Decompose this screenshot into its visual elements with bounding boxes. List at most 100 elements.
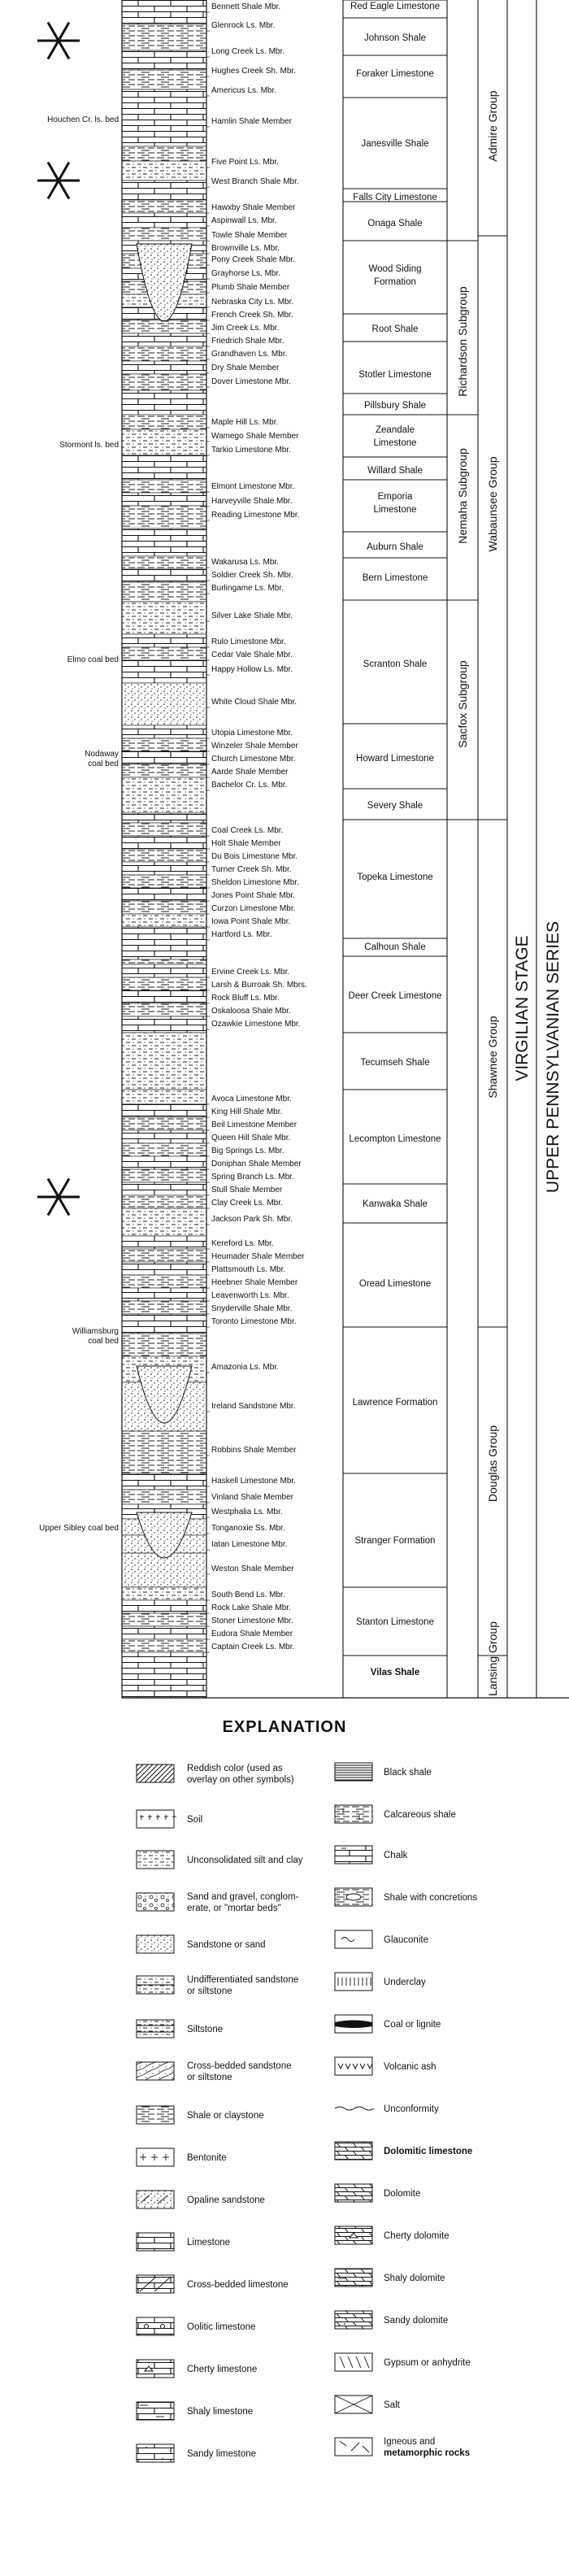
formation-name: Stanton Limestone bbox=[356, 1617, 434, 1627]
formation-name: Limestone bbox=[373, 438, 416, 448]
member-name: Glenrock Ls. Mbr. bbox=[211, 21, 275, 30]
member-name: Wamego Shale Member bbox=[211, 432, 299, 441]
lithology-band bbox=[121, 1333, 207, 1357]
legend-label: Cherty limestone bbox=[187, 2365, 257, 2374]
legend-item: Glauconite bbox=[334, 1930, 428, 1949]
member-name: Aarde Shale Member bbox=[211, 768, 289, 777]
legend-swatch bbox=[136, 1975, 175, 1995]
legend-label-line2: or siltstone bbox=[187, 2073, 232, 2082]
lithology-band bbox=[121, 1208, 207, 1237]
legend-item: Soil bbox=[136, 1809, 202, 1829]
member-name: Turner Creek Sh. Mbr. bbox=[211, 865, 292, 874]
legend-swatch bbox=[334, 2056, 373, 2076]
lithology-band bbox=[121, 724, 207, 739]
formation-name: Bern Limestone bbox=[363, 573, 428, 583]
legend-label: Shaly dolomite bbox=[384, 2274, 445, 2283]
lithology-band bbox=[121, 0, 207, 25]
legend-label: Siltstone bbox=[187, 2025, 223, 2034]
legend-label-line2: metamorphic rocks bbox=[384, 2448, 470, 2458]
member-name: Coal Creek Ls. Mbr. bbox=[211, 826, 283, 835]
subgroup-name: Sacfox Subgroup bbox=[456, 660, 469, 748]
legend-label: Sandy limestone bbox=[187, 2449, 256, 2459]
member-name: Long Creek Ls. Mbr. bbox=[211, 47, 284, 56]
member-name: Rock Bluff Ls. Mbr. bbox=[211, 994, 280, 1003]
member-name: West Branch Shale Mbr. bbox=[211, 177, 299, 186]
member-name: Dry Shale Member bbox=[211, 363, 280, 372]
lithology-band bbox=[121, 1625, 207, 1640]
legend-label: Volcanic ash bbox=[384, 2062, 437, 2072]
asterisk-marker bbox=[37, 161, 80, 200]
lithology-band bbox=[121, 751, 207, 765]
member-name: Bennett Shale Mbr. bbox=[211, 2, 280, 11]
lithologic-column bbox=[121, 0, 207, 1699]
member-name: White Cloud Shale Mbr. bbox=[211, 698, 297, 707]
legend-label: Limestone bbox=[187, 2238, 230, 2247]
member-name: Iatan Limestone Mbr. bbox=[211, 1540, 287, 1549]
legend-label: Unconsolidated silt and clay bbox=[187, 1856, 303, 1865]
legend-item: Dolomite bbox=[334, 2183, 420, 2203]
member-name: Stull Shale Member bbox=[211, 1186, 283, 1194]
lithology-band bbox=[121, 913, 207, 928]
lithology-band bbox=[121, 874, 207, 889]
member-name: Hughes Creek Sh. Mbr. bbox=[211, 67, 296, 76]
legend-item: Unconformity bbox=[334, 2104, 439, 2114]
legend-label: Shaly limestone bbox=[187, 2407, 253, 2417]
legend-label: Underclay bbox=[384, 1978, 426, 1987]
member-name: Church Limestone Mbr. bbox=[211, 755, 295, 764]
legend-label: Soil bbox=[187, 1815, 202, 1825]
legend-item: Cross-bedded limestone bbox=[136, 2274, 289, 2294]
formation-name: Foraker Limestone bbox=[356, 69, 434, 79]
legend-item: Limestone bbox=[136, 2232, 230, 2252]
legend-label: Black shale bbox=[384, 1768, 432, 1778]
member-name: Heumader Shale Member bbox=[211, 1252, 305, 1261]
bed-label: Upper Sibley coal bed bbox=[39, 1524, 119, 1533]
formation-name: Stotler Limestone bbox=[358, 370, 432, 380]
legend-label-line2: erate, or "mortar beds" bbox=[187, 1904, 281, 1913]
lithology-band bbox=[121, 1638, 207, 1653]
member-name: Grandhaven Ls. Mbr. bbox=[211, 350, 287, 359]
lithology-band bbox=[121, 977, 207, 991]
legend-label: Calcareous shale bbox=[384, 1810, 456, 1820]
series-label: UPPER PENNSYLVANIAN SERIES bbox=[544, 921, 562, 1193]
lithology-band bbox=[121, 1003, 207, 1017]
member-name: Harveyville Shale Mbr. bbox=[211, 497, 292, 506]
member-name: Haskell Limestone Mbr. bbox=[211, 1477, 296, 1486]
lithology-band bbox=[121, 24, 207, 51]
member-name: Avoca Limestone Mbr. bbox=[211, 1094, 292, 1103]
legend-swatch bbox=[334, 2268, 373, 2287]
lithology-band bbox=[121, 160, 207, 181]
legend-swatch bbox=[334, 1930, 373, 1949]
group-name: Shawnee Group bbox=[486, 1016, 499, 1098]
lithology-band bbox=[121, 1599, 207, 1614]
lithology-band bbox=[121, 959, 207, 965]
legend-item: Cherty dolomite bbox=[334, 2226, 450, 2245]
lithology-band bbox=[121, 1168, 207, 1183]
lithology-band bbox=[121, 1155, 207, 1170]
formation-name: Wood Siding bbox=[369, 264, 422, 274]
legend-swatch bbox=[334, 2226, 373, 2245]
legend-swatch bbox=[136, 2061, 175, 2081]
legend-item: Bentonite bbox=[136, 2147, 227, 2167]
lithology-band bbox=[121, 861, 207, 876]
legend-swatch bbox=[136, 2105, 175, 2125]
formation-name: Lecompton Limestone bbox=[349, 1134, 441, 1144]
lithology-band bbox=[121, 1489, 207, 1505]
member-name: Plattsmouth Ls. Mbr. bbox=[211, 1265, 285, 1274]
lithology-band bbox=[121, 1194, 207, 1209]
legend-label: Coal or lignite bbox=[384, 2020, 441, 2030]
lithology-band bbox=[121, 373, 207, 391]
legend-swatch bbox=[334, 1887, 373, 1907]
asterisk-marker bbox=[37, 1177, 80, 1216]
member-name: Ervine Creek Ls. Mbr. bbox=[211, 968, 289, 977]
legend-label: Igneous and bbox=[384, 2437, 435, 2447]
member-name: Queen Hill Shale Mbr. bbox=[211, 1134, 290, 1142]
lithology-band bbox=[121, 581, 207, 603]
legend-swatch bbox=[334, 2395, 373, 2414]
legend-label: Undifferentiated sandstone bbox=[187, 1975, 298, 1985]
member-name: Toronto Limestone Mbr. bbox=[211, 1317, 297, 1326]
lithology-band bbox=[121, 389, 207, 416]
legend-swatch bbox=[136, 2190, 175, 2209]
formation-name: Auburn Shale bbox=[367, 542, 423, 552]
lithology-band bbox=[121, 990, 207, 1004]
